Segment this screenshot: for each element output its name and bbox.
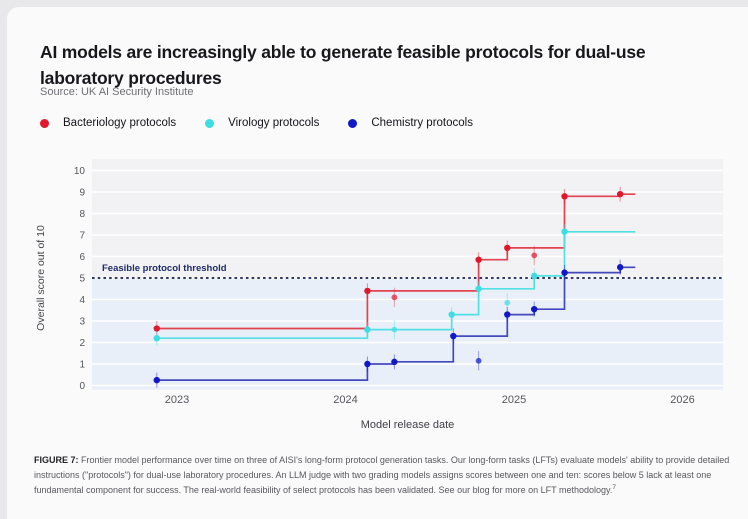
data-point-chemistry xyxy=(153,376,160,384)
data-point-bacteriology xyxy=(475,256,482,263)
figure-title-line-1: AI models are increasingly able to gener… xyxy=(40,41,646,62)
y-tick-label: 5 xyxy=(79,274,85,285)
y-tick-label: 3 xyxy=(79,317,85,328)
figure-caption-text: Frontier model performance over time on … xyxy=(34,455,730,496)
y-tick-label: 8 xyxy=(79,209,85,220)
data-point-bacteriology xyxy=(504,244,511,252)
x-tick-label: 2026 xyxy=(670,394,694,406)
series-line-chemistry xyxy=(156,266,636,381)
figure-card: AI models are increasingly able to gener… xyxy=(7,7,748,519)
data-point-chemistry xyxy=(531,305,538,313)
data-point-faded-chemistry xyxy=(475,357,482,364)
data-point-chemistry xyxy=(561,269,568,276)
data-point-virology xyxy=(561,228,568,235)
figure-title: AI models are increasingly able to gener… xyxy=(40,40,740,92)
legend-dot-bacteriology xyxy=(40,118,49,128)
y-tick-label: 4 xyxy=(79,295,85,306)
data-point-chemistry xyxy=(450,332,457,340)
footnote-marker: 7 xyxy=(612,484,616,492)
below-threshold-band xyxy=(92,278,723,389)
data-point-chemistry xyxy=(616,264,624,271)
y-tick-label: 1 xyxy=(79,360,85,371)
data-point-virology xyxy=(475,285,482,292)
x-tick-label: 2025 xyxy=(502,394,526,406)
figure-title-line-2: laboratory procedures xyxy=(40,67,222,88)
y-tick-label: 10 xyxy=(74,166,86,177)
data-point-faded-bacteriology xyxy=(531,252,538,259)
x-tick-label: 2023 xyxy=(165,394,189,406)
data-point-bacteriology xyxy=(364,287,371,295)
y-axis-title: Overall score out of 10 xyxy=(35,225,47,331)
legend-item-bacteriology: Bacteriology protocols xyxy=(40,117,176,129)
data-point-virology xyxy=(364,326,371,333)
legend-label-bacteriology: Bacteriology protocols xyxy=(63,117,177,129)
y-tick-label: 0 xyxy=(79,381,85,392)
data-point-chemistry xyxy=(391,358,398,366)
y-tick-label: 2 xyxy=(79,338,85,349)
data-point-virology xyxy=(531,272,538,280)
legend-label-chemistry: Chemistry protocols xyxy=(371,117,473,129)
data-point-chemistry xyxy=(504,311,511,318)
data-point-virology xyxy=(153,335,160,342)
legend-dot-chemistry xyxy=(348,118,358,128)
data-point-bacteriology xyxy=(561,193,568,200)
data-point-virology xyxy=(448,311,455,318)
data-point-bacteriology xyxy=(616,190,624,198)
x-axis-title: Model release date xyxy=(361,419,455,431)
y-tick-label: 9 xyxy=(79,188,85,199)
legend-label-virology: Virology protocols xyxy=(228,117,320,129)
figure-caption-label: FIGURE 7: xyxy=(34,455,79,465)
protocol-score-chart: Feasible protocol threshold 0 1 2 3 4 5 6 7 8 9 10 2… xyxy=(35,159,723,431)
data-point-chemistry xyxy=(364,360,371,368)
figure-caption: FIGURE 7: Frontier model performance ove… xyxy=(34,453,733,498)
threshold-label: Feasible protocol threshold xyxy=(102,263,227,274)
x-tick-label: 2024 xyxy=(333,394,357,406)
y-tick-label: 6 xyxy=(79,252,85,263)
data-point-faded-virology xyxy=(391,326,398,333)
y-tick-label: 7 xyxy=(79,231,85,242)
legend-dot-virology xyxy=(205,118,215,128)
data-point-faded-virology xyxy=(504,299,511,306)
legend-item-virology: Virology protocols xyxy=(205,117,319,129)
source-attribution: Source: UK AI Security Institute xyxy=(40,86,194,98)
data-point-bacteriology xyxy=(153,325,160,332)
data-point-faded-bacteriology xyxy=(391,294,398,301)
legend-item-chemistry: Chemistry protocols xyxy=(348,117,473,129)
chart-legend: Bacteriology protocols Virology protocols… xyxy=(40,117,502,129)
